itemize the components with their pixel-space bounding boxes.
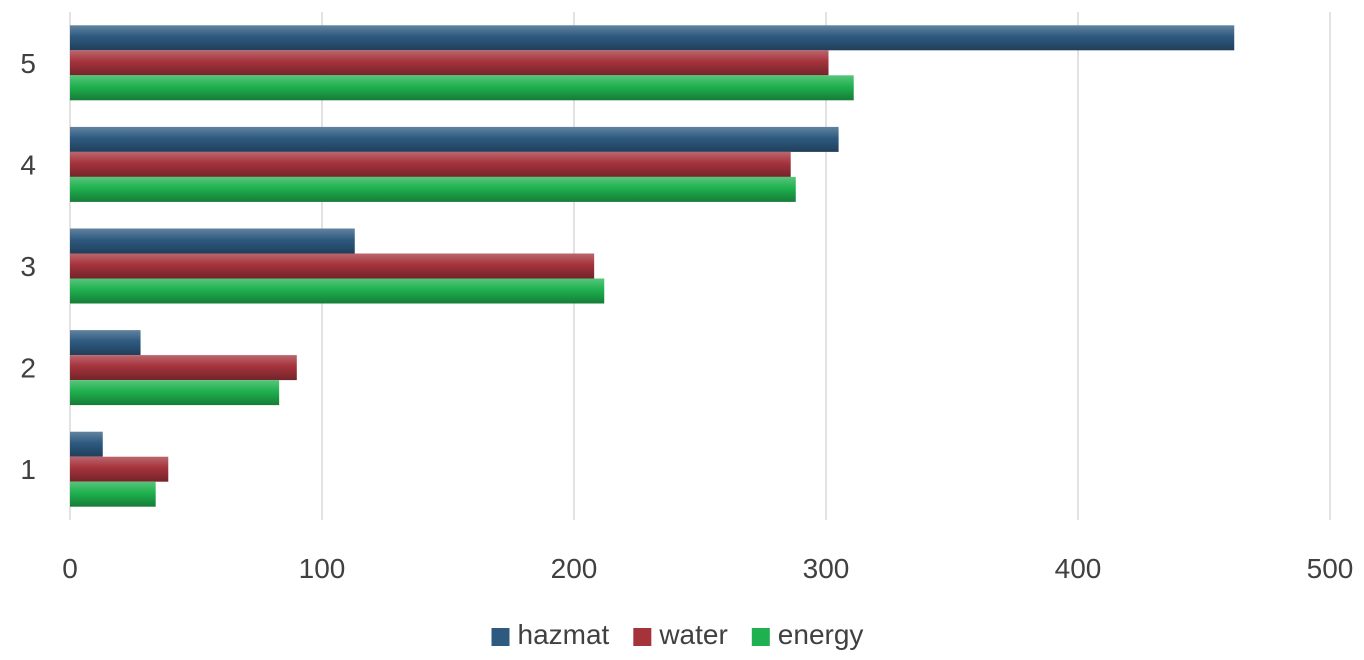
x-tick-label: 400 [1055,553,1102,584]
legend-label-energy: energy [778,619,864,650]
bar-water-5 [70,50,829,76]
bar-water-1 [70,456,169,482]
x-tick-label: 200 [551,553,598,584]
y-tick-label: 1 [20,454,36,485]
y-tick-label: 4 [20,149,36,180]
x-tick-label: 100 [299,553,346,584]
y-tick-label: 2 [20,353,36,384]
bar-water-3 [70,253,595,279]
y-tick-labels: 1 2 3 4 5 [20,48,36,485]
bar-hazmat-5 [70,25,1235,51]
bar-energy-3 [70,278,605,304]
bar-hazmat-1 [70,431,103,457]
bar-energy-1 [70,481,156,507]
y-tick-label: 3 [20,251,36,282]
legend-swatch-hazmat [491,628,510,646]
legend-swatch-water [633,628,652,646]
bar-hazmat-3 [70,228,355,254]
legend: hazmat water energy [491,619,864,650]
bar-energy-5 [70,75,854,101]
bar-water-4 [70,151,791,177]
legend-label-hazmat: hazmat [518,619,610,650]
bar-hazmat-4 [70,126,839,152]
bar-energy-2 [70,380,280,406]
legend-label-water: water [658,619,727,650]
x-tick-label: 300 [803,553,850,584]
bar-energy-4 [70,176,796,202]
bars [70,25,1235,507]
y-tick-label: 5 [20,48,36,79]
legend-swatch-energy [751,628,770,646]
bar-hazmat-2 [70,330,141,356]
x-tick-label: 500 [1307,553,1354,584]
x-tick-labels: 0 100 200 300 400 500 [62,553,1353,584]
x-tick-label: 0 [62,553,78,584]
bar-water-2 [70,355,297,381]
